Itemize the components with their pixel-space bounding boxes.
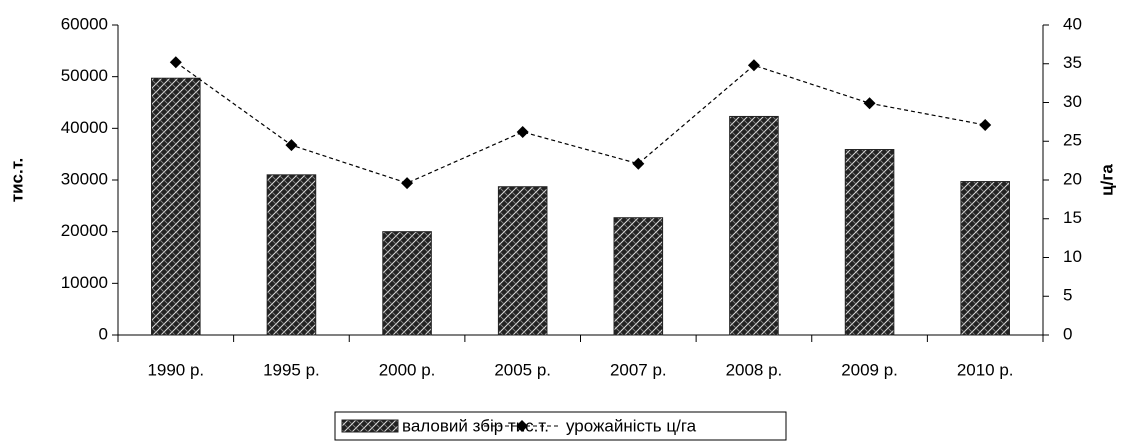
y-tick-label: 50000 [61,66,108,85]
legend-marker [516,420,528,432]
y-tick-label: 60000 [61,14,108,33]
x-tick-label: 2009 р. [841,360,898,379]
point [169,56,182,69]
y2-tick-label: 40 [1063,14,1082,33]
y-tick-label: 0 [99,324,108,343]
point [401,177,414,190]
bar [960,181,1010,336]
y2-tick-label: 5 [1063,286,1072,305]
x-tick-label: 2008 р. [726,360,783,379]
y2-tick-label: 10 [1063,247,1082,266]
bar [844,149,895,336]
bar [613,217,664,336]
y-tick-label: 40000 [61,118,108,137]
bar [151,77,201,336]
bar [729,115,779,336]
y-tick-label: 20000 [61,221,108,240]
x-tick-label: 2010 р. [957,360,1014,379]
line [175,61,986,184]
y-tick-label: 30000 [61,169,108,188]
legend-swatch [341,419,399,433]
point [863,97,876,110]
y-axis-label: тис.т. [7,158,26,203]
bar [266,174,317,336]
point [285,139,298,152]
y2-tick-label: 15 [1063,208,1082,227]
point [516,125,529,138]
y2-tick-label: 30 [1063,92,1082,111]
y-tick-label: 10000 [61,273,108,292]
point [632,157,645,170]
bar [382,231,432,336]
bar [497,186,548,336]
point [979,118,992,131]
x-tick-label: 2005 р. [494,360,551,379]
legend-box [334,411,787,441]
y2-tick-label: 0 [1063,324,1072,343]
legend-label: урожайність ц/га [566,416,697,435]
x-tick-label: 1990 р. [147,360,204,379]
x-tick-label: 2007 р. [610,360,667,379]
y2-tick-label: 25 [1063,131,1082,150]
y2-tick-label: 20 [1063,169,1082,188]
y2-axis-label: ц/га [1097,164,1116,196]
legend-label: валовий збір тис.т. [402,416,549,435]
point [747,59,760,72]
x-tick-label: 2000 р. [379,360,436,379]
x-tick-label: 1995 р. [263,360,320,379]
y2-tick-label: 35 [1063,53,1082,72]
